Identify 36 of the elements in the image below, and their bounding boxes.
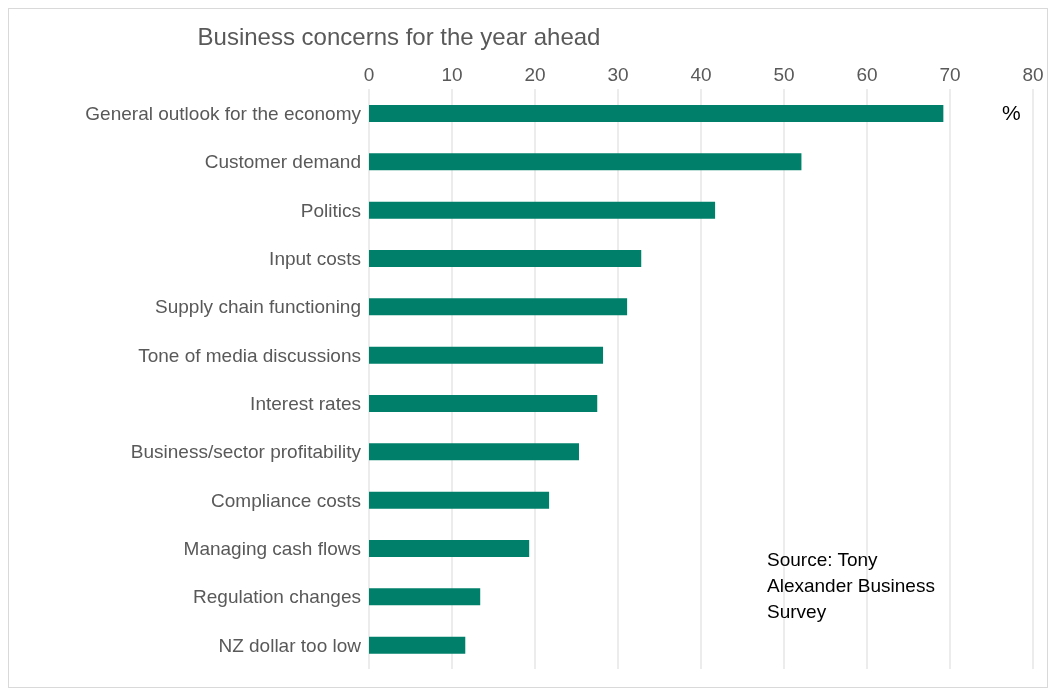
x-tick-label: 80: [1022, 64, 1044, 85]
chart-title: Business concerns for the year ahead: [196, 23, 602, 51]
x-tick-label: 0: [363, 64, 375, 85]
bar: [369, 540, 530, 557]
annotation: %: [1002, 101, 1021, 125]
y-tick-label: Customer demand: [204, 151, 361, 173]
x-tick-label: 70: [939, 64, 961, 85]
bar: [369, 443, 579, 461]
bar: [369, 250, 642, 267]
bar: [369, 346, 604, 364]
y-tick-label: Input costs: [269, 247, 361, 269]
bar: [369, 491, 550, 509]
x-tick-label: 10: [441, 64, 463, 85]
bar: [369, 105, 944, 122]
bar: [369, 588, 481, 606]
bar: [369, 298, 628, 316]
bar: [369, 395, 598, 412]
y-tick-label: Regulation changes: [193, 586, 361, 608]
y-tick-label: Compliance costs: [211, 489, 361, 511]
annotation: Source: Tony Alexander Business Survey: [767, 548, 936, 624]
x-tick-label: 30: [607, 64, 629, 85]
bar: [369, 201, 716, 219]
x-tick-label: 40: [690, 64, 712, 85]
y-tick-label: General outlook for the economy: [85, 102, 362, 124]
y-tick-label: NZ dollar too low: [218, 634, 362, 656]
x-tick-label: 50: [773, 64, 795, 85]
bar: [369, 636, 466, 654]
x-tick-label: 20: [524, 64, 546, 85]
y-tick-label: Politics: [300, 199, 361, 221]
y-tick-label: Business/sector profitability: [130, 441, 362, 463]
y-tick-label: Supply chain functioning: [155, 296, 361, 318]
x-tick-label: 60: [856, 64, 878, 85]
y-tick-label: Interest rates: [250, 392, 361, 414]
bar: [369, 153, 802, 171]
y-tick-label: Tone of media discussions: [138, 344, 361, 366]
y-tick-label: Managing cash flows: [183, 537, 361, 559]
